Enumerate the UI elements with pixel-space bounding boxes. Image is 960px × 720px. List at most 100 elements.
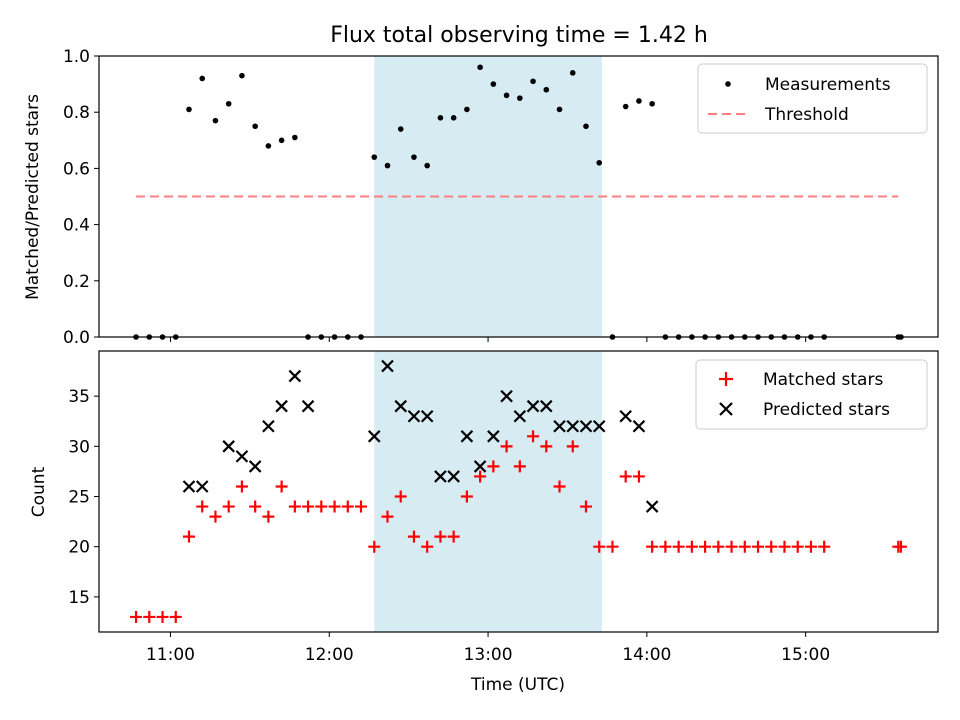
legend-measurements-marker xyxy=(725,81,731,87)
matched-star-point xyxy=(765,540,778,553)
measurement-point xyxy=(292,134,298,141)
legend-predicted-marker xyxy=(719,402,733,416)
matched-star-point xyxy=(752,540,765,553)
predicted-star-point xyxy=(513,409,527,423)
predicted-star-point xyxy=(540,399,553,413)
predicted-star-point xyxy=(645,500,659,513)
predicted-star-point xyxy=(473,460,487,473)
measurement-point xyxy=(583,123,589,130)
predicted-star-point xyxy=(500,389,513,403)
xtick-label: 13:00 xyxy=(464,645,513,665)
matched-star-point xyxy=(130,610,143,623)
matched-star-point xyxy=(540,440,553,453)
xtick-label: 15:00 xyxy=(781,645,830,665)
predicted-star-point xyxy=(434,470,447,483)
measurement-point xyxy=(239,72,245,79)
matched-star-point xyxy=(222,500,235,513)
bottom-panel-span xyxy=(374,351,602,632)
measurement-point xyxy=(199,75,206,82)
bottom-panel-ylabel: Count xyxy=(29,466,49,517)
matched-star-point xyxy=(288,500,301,513)
bottom-legend-frame xyxy=(695,359,928,430)
top-panel-yticks: 0.0 0.2 0.4 0.6 0.8 1.0 xyxy=(63,47,99,348)
predicted-star-point xyxy=(407,409,421,423)
matched-star-point xyxy=(527,430,540,443)
predicted-star-point xyxy=(248,460,262,473)
matched-star-point xyxy=(500,440,513,453)
matched-star-point xyxy=(156,610,169,623)
matched-star-point xyxy=(659,540,672,553)
matched-star-point xyxy=(646,540,659,553)
chart-title: Flux total observing time = 1.42 h xyxy=(330,23,708,48)
top-panel: 0.0 0.2 0.4 0.6 0.8 1.0 Matched/Predicted sta… xyxy=(23,47,939,348)
predicted-star-point xyxy=(460,430,474,443)
predicted-star-point xyxy=(447,470,460,483)
matched-star-point xyxy=(368,540,381,553)
predicted-star-point xyxy=(487,430,500,443)
measurement-point xyxy=(636,98,642,104)
measurement-point xyxy=(225,100,232,107)
measurement-point xyxy=(517,95,523,101)
legend-measurements-label: Measurements xyxy=(765,75,891,95)
measurement-point xyxy=(424,162,430,169)
top-panel-frame xyxy=(98,55,939,338)
measurement-point xyxy=(265,143,272,149)
matched-star-point xyxy=(579,500,592,513)
ytick-label: 0.0 xyxy=(63,328,90,348)
measurement-point xyxy=(649,100,655,107)
predicted-star-point xyxy=(367,430,381,443)
predicted-star-point xyxy=(301,399,315,413)
matched-star-point xyxy=(672,540,685,553)
measurement-point xyxy=(477,64,483,71)
measurement-point xyxy=(450,115,457,121)
matched-star-point xyxy=(302,500,315,513)
matched-star-point xyxy=(381,510,394,523)
ytick-label: 0.6 xyxy=(63,159,90,179)
ytick-label: 30 xyxy=(68,437,90,457)
legend-threshold-label: Threshold xyxy=(764,105,849,125)
bottom-panel: 15 20 25 30 35 11:00 12:00 13:00 14:00 15:00 Cou… xyxy=(29,350,939,695)
matched-star-point xyxy=(328,500,341,513)
measurement-point xyxy=(212,117,219,124)
measurement-point xyxy=(278,137,285,144)
measurement-point xyxy=(596,159,603,166)
top-legend-frame xyxy=(697,63,928,134)
bottom-panel-xlabel: Time (UTC) xyxy=(470,675,565,695)
measurement-point xyxy=(622,103,629,110)
matched-star-point xyxy=(447,530,460,543)
bottom-panel-yticks: 15 20 25 30 35 xyxy=(68,387,99,608)
matched-star-point xyxy=(209,510,222,523)
matched-star-point xyxy=(341,500,354,513)
ytick-label: 20 xyxy=(68,538,90,558)
ytick-label: 35 xyxy=(68,387,90,407)
matched-star-point xyxy=(513,460,526,473)
bottom-panel-legend: Matched stars Predicted stars xyxy=(695,359,928,430)
matched-star-point xyxy=(712,540,725,553)
matched-star-point xyxy=(407,530,420,543)
ytick-label: 15 xyxy=(68,588,90,608)
matched-star-point xyxy=(699,540,712,553)
legend-matched-marker xyxy=(719,372,733,386)
predicted-star-point xyxy=(553,419,566,433)
bottom-panel-xticks: 11:00 12:00 13:00 14:00 15:00 xyxy=(146,632,830,665)
matched-star-point xyxy=(606,540,619,553)
measurement-point xyxy=(384,162,391,169)
predicted-star-point xyxy=(566,419,580,433)
matched-star-point xyxy=(553,480,566,493)
matched-star-point xyxy=(355,500,368,513)
xtick-label: 14:00 xyxy=(622,645,671,665)
measurement-point xyxy=(411,154,417,160)
top-panel-marks xyxy=(133,64,904,340)
measurement-point xyxy=(371,154,378,160)
top-panel-ylabel: Matched/Predicted stars xyxy=(23,94,43,300)
measurement-point xyxy=(490,81,497,87)
measurement-point xyxy=(543,86,550,93)
measurement-point xyxy=(397,126,404,132)
predicted-star-point xyxy=(262,419,275,433)
measurement-point xyxy=(186,106,192,113)
predicted-star-point xyxy=(632,419,646,433)
predicted-star-point xyxy=(288,369,302,383)
measurement-point xyxy=(464,106,470,113)
matched-star-point xyxy=(474,470,487,483)
matched-star-point xyxy=(725,540,738,553)
